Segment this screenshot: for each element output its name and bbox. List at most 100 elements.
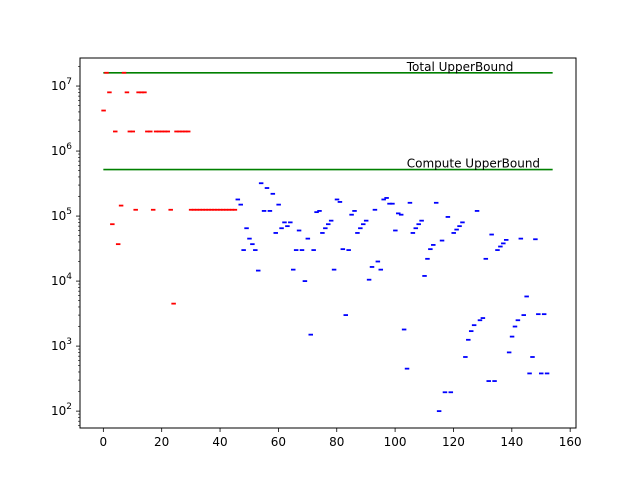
- data-point: [197, 208, 203, 211]
- data-point: [188, 208, 194, 211]
- data-point: [355, 232, 360, 234]
- data-point: [509, 335, 515, 338]
- data-point: [492, 380, 497, 382]
- annotation-label: Compute UpperBound: [407, 157, 540, 171]
- data-point: [133, 208, 138, 211]
- data-point: [372, 208, 378, 211]
- data-point: [328, 219, 334, 222]
- data-point: [410, 232, 416, 234]
- data-point: [241, 249, 246, 251]
- data-point: [215, 208, 220, 211]
- data-point: [515, 319, 521, 322]
- data-point: [156, 130, 162, 133]
- data-point: [363, 219, 369, 222]
- data-point: [381, 198, 386, 201]
- data-point: [454, 228, 459, 231]
- x-tick-label: 40: [212, 435, 227, 449]
- data-point: [218, 208, 223, 211]
- data-point: [527, 372, 532, 375]
- data-point: [445, 216, 451, 218]
- data-point: [168, 208, 173, 211]
- data-point: [288, 221, 293, 224]
- data-point: [180, 130, 185, 133]
- data-point: [107, 91, 112, 94]
- x-tick-label: 60: [271, 435, 286, 449]
- data-point: [270, 192, 276, 195]
- data-point: [130, 130, 136, 133]
- data-point: [425, 257, 430, 260]
- data-point: [480, 317, 486, 319]
- data-point: [442, 391, 448, 394]
- data-point: [498, 245, 503, 248]
- data-point: [468, 330, 474, 333]
- data-point: [439, 239, 445, 242]
- data-point: [305, 237, 311, 240]
- y-tick-label: 105: [51, 207, 72, 223]
- data-point: [110, 223, 115, 226]
- data-point: [396, 212, 401, 215]
- data-point: [448, 391, 454, 394]
- plot-frame: [79, 57, 577, 429]
- data-point: [501, 242, 506, 245]
- data-point: [153, 130, 159, 133]
- x-tick-label: 120: [442, 435, 465, 449]
- data-point: [489, 233, 494, 236]
- data-point: [308, 333, 313, 336]
- data-point: [314, 211, 319, 214]
- data-point: [416, 223, 421, 226]
- data-point: [159, 130, 165, 133]
- x-tick-label: 0: [100, 435, 108, 449]
- y-tick-label: 106: [51, 142, 72, 158]
- data-point: [471, 324, 477, 327]
- data-point: [290, 268, 296, 271]
- data-point: [273, 232, 278, 234]
- data-point: [296, 229, 302, 232]
- data-point: [142, 91, 147, 94]
- data-point: [530, 356, 535, 358]
- data-point: [407, 201, 413, 204]
- data-point: [541, 313, 547, 316]
- y-tick-label: 103: [51, 337, 72, 353]
- data-point: [506, 351, 512, 354]
- data-point: [121, 71, 127, 74]
- data-point: [398, 213, 404, 216]
- data-point: [162, 130, 168, 133]
- data-point: [477, 319, 483, 322]
- data-point: [171, 302, 176, 305]
- data-point: [384, 197, 389, 199]
- data-point: [136, 91, 141, 94]
- data-point: [428, 248, 433, 251]
- data-point: [150, 208, 156, 211]
- data-point: [264, 187, 270, 189]
- data-point: [466, 338, 471, 341]
- data-point: [495, 249, 500, 251]
- data-point: [544, 372, 550, 375]
- y-axis: 102 103 104 105 106 107: [51, 66, 80, 426]
- data-point: [124, 91, 130, 94]
- data-point: [311, 249, 316, 251]
- data-point: [413, 227, 419, 230]
- data-point: [165, 130, 171, 133]
- data-point: [145, 130, 150, 133]
- data-point: [326, 223, 331, 226]
- data-point: [457, 225, 462, 228]
- data-point: [101, 109, 106, 112]
- data-point: [474, 210, 480, 212]
- data-point: [331, 268, 337, 271]
- data-point: [113, 130, 118, 133]
- data-point: [334, 198, 340, 201]
- data-point: [436, 410, 442, 413]
- data-point: [404, 367, 410, 370]
- data-point: [486, 380, 491, 382]
- data-point: [536, 313, 541, 316]
- data-point: [232, 208, 238, 211]
- data-point: [352, 210, 357, 212]
- data-point: [503, 239, 509, 241]
- data-point: [538, 372, 544, 375]
- data-point: [518, 237, 524, 240]
- data-point: [483, 257, 489, 260]
- annotations: Total UpperBound Compute UpperBound: [406, 60, 540, 171]
- data-point: [235, 198, 241, 201]
- data-point: [139, 91, 144, 94]
